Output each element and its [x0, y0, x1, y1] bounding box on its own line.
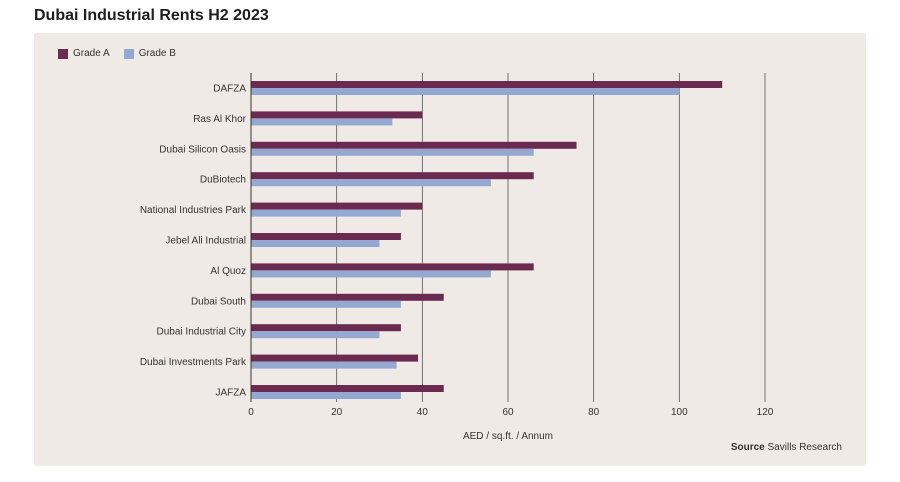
legend-swatch-grade-a	[58, 48, 68, 59]
legend-swatch-grade-b	[123, 48, 134, 59]
bar-dubai-south-grade-b	[251, 300, 401, 308]
legend-label-grade-b: Grade B	[138, 48, 176, 59]
x-tick-label-40: 40	[417, 407, 429, 418]
category-label-national-industries-park: National Industries Park	[140, 205, 247, 216]
x-tick-label-80: 80	[588, 407, 600, 418]
bar-dubiotech-grade-b	[251, 179, 491, 187]
bar-national-industries-park-grade-a	[251, 202, 423, 210]
legend: Grade A Grade B	[58, 48, 176, 59]
source-note: Source Savills Research	[731, 442, 842, 453]
x-tick-label-0: 0	[248, 407, 254, 418]
chart-panel	[34, 33, 866, 466]
chart-title: Dubai Industrial Rents H2 2023	[34, 7, 269, 24]
bar-dubai-industrial-city-grade-a	[251, 324, 401, 332]
bar-ras-al-khor-grade-b	[251, 118, 393, 126]
x-tick-label-20: 20	[331, 407, 343, 418]
source-label: Source	[730, 442, 765, 453]
category-label-jebel-ali-industrial: Jebel Ali Industrial	[165, 236, 246, 247]
bar-dafza-grade-a	[251, 81, 723, 88]
category-label-jafza: JAFZA	[215, 388, 246, 399]
bar-dubai-investments-park-grade-a	[251, 354, 419, 362]
bar-jebel-ali-industrial-grade-b	[251, 240, 380, 247]
category-label-dubai-south: Dubai South	[191, 296, 246, 307]
bar-ras-al-khor-grade-a	[251, 111, 423, 119]
bar-dafza-grade-b	[251, 88, 680, 95]
bar-dubai-silicon-oasis-grade-a	[251, 141, 577, 149]
category-label-ras-al-khor: Ras Al Khor	[193, 114, 246, 125]
bar-national-industries-park-grade-b	[251, 209, 401, 217]
bar-dubai-south-grade-a	[251, 293, 444, 301]
bar-dubai-industrial-city-grade-b	[251, 331, 380, 339]
legend-label-grade-a: Grade A	[73, 48, 110, 59]
bar-jafza-grade-a	[251, 385, 444, 392]
bar-al-quoz-grade-a	[251, 263, 534, 271]
bar-dubai-silicon-oasis-grade-b	[251, 148, 534, 156]
category-label-dubai-silicon-oasis: Dubai Silicon Oasis	[159, 144, 246, 155]
legend-item-grade-a: Grade A	[58, 48, 110, 59]
source-text: Savills Research	[767, 442, 842, 453]
bar-jebel-ali-industrial-grade-a	[251, 233, 401, 240]
bar-al-quoz-grade-b	[251, 270, 491, 278]
category-label-al-quoz: Al Quoz	[210, 266, 246, 277]
x-axis-label: AED / sq.ft. / Annum	[463, 431, 553, 442]
x-tick-label-100: 100	[671, 407, 688, 418]
category-label-dubai-industrial-city: Dubai Industrial City	[157, 327, 246, 338]
x-tick-label-120: 120	[757, 407, 774, 418]
bar-dubiotech-grade-a	[251, 172, 534, 180]
x-tick-label-60: 60	[502, 407, 514, 418]
bar-dubai-investments-park-grade-b	[251, 361, 397, 369]
category-label-dubai-investments-park: Dubai Investments Park	[140, 357, 247, 368]
category-label-dafza: DAFZA	[213, 84, 246, 95]
bar-jafza-grade-b	[251, 392, 401, 399]
legend-item-grade-b: Grade B	[123, 48, 176, 59]
category-label-dubiotech: DuBiotech	[200, 175, 246, 186]
